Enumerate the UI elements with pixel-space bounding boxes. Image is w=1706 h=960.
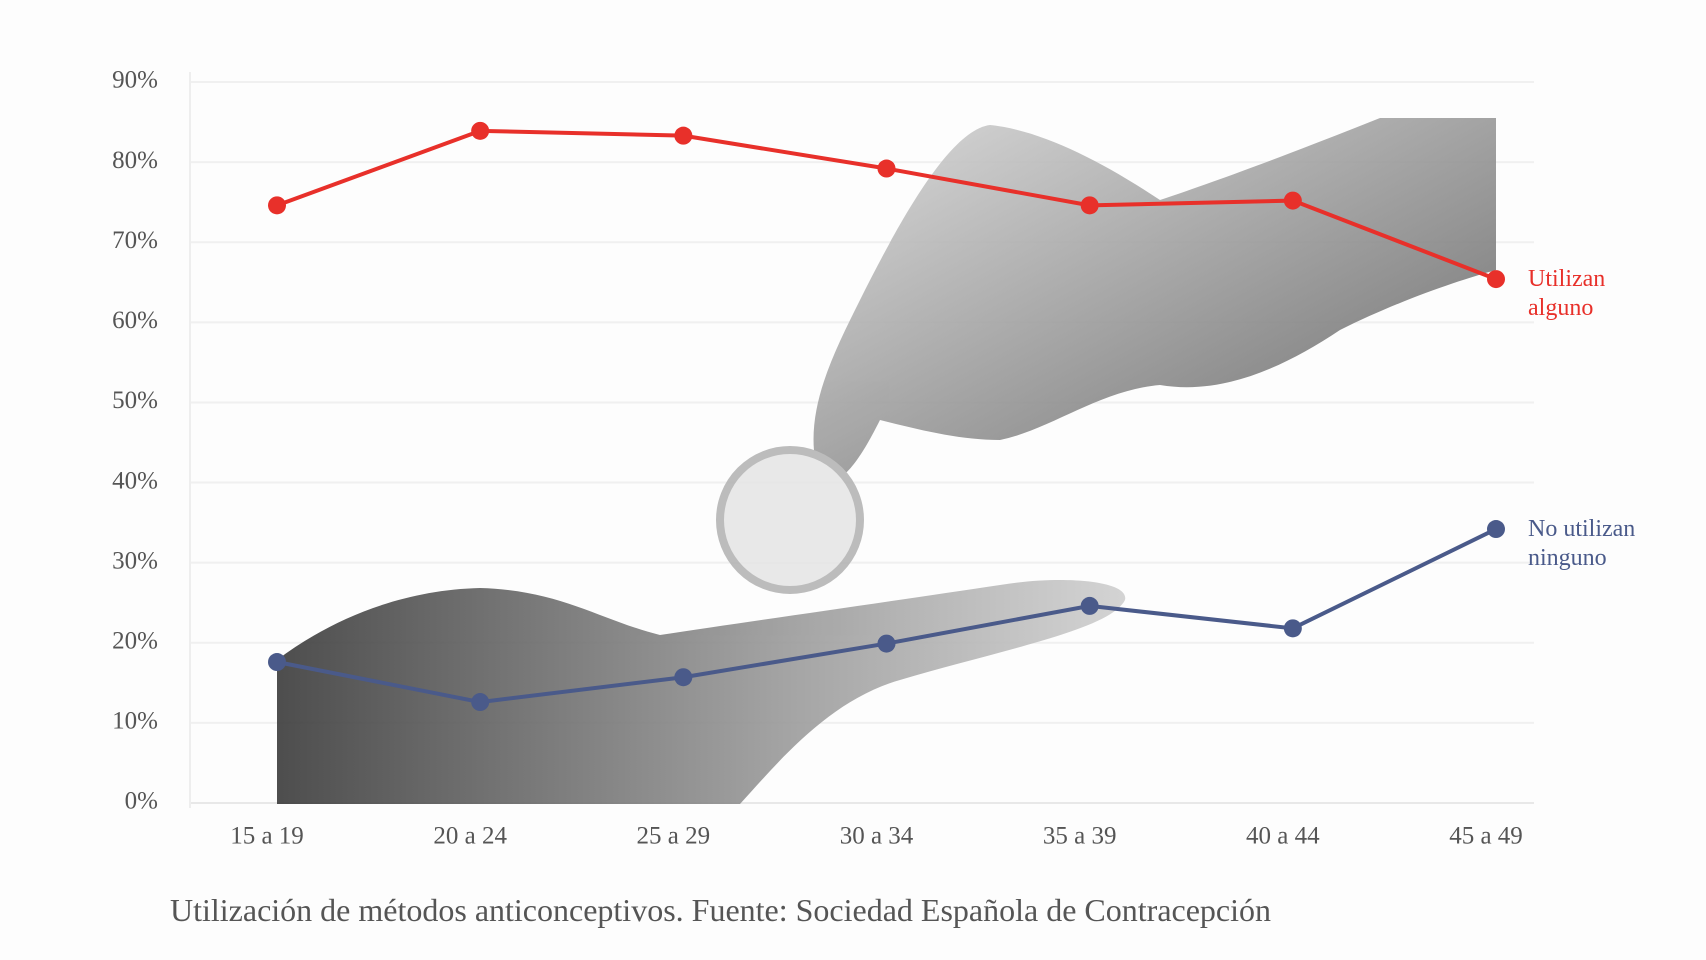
x-tick-label: 45 a 49 <box>1449 823 1523 850</box>
y-tick-label: 20% <box>112 628 158 655</box>
x-tick-label: 30 a 34 <box>840 823 914 850</box>
y-tick-label: 0% <box>125 788 158 815</box>
point <box>1080 196 1099 215</box>
point <box>471 121 490 140</box>
point <box>674 668 693 687</box>
series-label: No utilizan ninguno <box>1528 516 1636 572</box>
photo <box>277 118 1496 804</box>
y-tick-label: 30% <box>112 547 158 574</box>
x-tick-label: 40 a 44 <box>1246 823 1320 850</box>
point <box>1080 596 1099 615</box>
point <box>1487 520 1505 539</box>
point <box>268 653 286 672</box>
point <box>1283 619 1302 638</box>
y-tick-label: 70% <box>112 227 158 254</box>
point <box>877 159 896 178</box>
x-tick-label: 20 a 24 <box>433 823 507 850</box>
point <box>268 196 286 215</box>
point <box>471 693 490 712</box>
y-tick-label: 90% <box>112 67 158 94</box>
y-tick-label: 10% <box>112 708 158 735</box>
x-tick-label: 35 a 39 <box>1043 823 1117 850</box>
y-tick-label: 50% <box>112 387 158 414</box>
point <box>1283 191 1302 210</box>
series-label: Utilizan alguno <box>1528 266 1606 322</box>
point <box>674 126 693 145</box>
point <box>1487 270 1505 289</box>
y-tick-label: 80% <box>112 147 158 174</box>
caption: Utilización de métodos anticonceptivos. … <box>170 892 1272 928</box>
point <box>877 634 896 653</box>
x-tick-label: 25 a 29 <box>637 823 711 850</box>
x-tick-label: 15 a 19 <box>230 823 304 850</box>
y-tick-label: 40% <box>112 467 158 494</box>
y-tick-label: 60% <box>112 307 158 334</box>
